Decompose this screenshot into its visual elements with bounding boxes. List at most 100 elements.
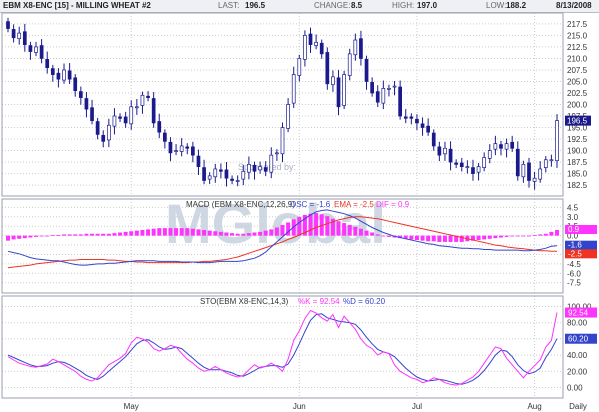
osc-bar: [78, 234, 83, 236]
osc-bar: [224, 232, 229, 236]
osc-bar: [168, 228, 173, 236]
candle-body: [73, 77, 78, 92]
osc-bar: [101, 233, 106, 236]
candle-body: [67, 70, 72, 80]
price-y-tick-label: 207.5: [567, 66, 588, 75]
price-y-tick-label: 202.5: [567, 89, 588, 98]
osc-bar: [314, 213, 319, 236]
candle-body: [471, 167, 475, 174]
osc-bar: [162, 228, 167, 236]
osc-bar: [84, 233, 89, 236]
osc-bar: [504, 235, 509, 237]
candle-body: [297, 58, 302, 76]
osc-bar: [45, 235, 50, 237]
candle-body: [157, 121, 162, 133]
osc-bar: [398, 235, 403, 239]
osc-bar: [482, 235, 487, 240]
candle-body: [510, 141, 515, 149]
candle-body: [375, 91, 380, 103]
candle-body: [487, 150, 492, 159]
candle-body: [409, 116, 414, 119]
osc-bar: [157, 228, 162, 236]
candle-body: [17, 32, 22, 39]
candle-body: [179, 145, 184, 152]
x-tick-label: Jun: [293, 402, 306, 411]
osc-bar: [123, 231, 128, 236]
candle-body: [426, 125, 431, 133]
osc-bar: [375, 234, 380, 236]
candle-body: [476, 166, 481, 173]
osc-bar: [543, 233, 548, 236]
osc-bar: [325, 216, 330, 236]
stoch-indicator-label: STO(EBM X8-ENC,14,3): [200, 297, 289, 306]
osc-bar: [56, 235, 61, 236]
panel-frame-sto: [1, 295, 564, 399]
osc-bar: [151, 228, 156, 236]
panel-frame-macd: [1, 198, 564, 294]
x-tick-label: Daily: [569, 402, 587, 411]
date-label: 8/13/2008: [556, 1, 592, 10]
last-label: LAST:: [218, 1, 240, 10]
stoch-value-box: [565, 307, 597, 318]
osc-bar: [386, 235, 391, 237]
candle-body: [174, 150, 178, 152]
macd-value-label: 0.9: [568, 225, 580, 234]
osc-bar: [34, 235, 39, 237]
candle-body: [230, 178, 234, 181]
last-price-box: [565, 115, 591, 126]
price-y-tick-label: 190.0: [567, 147, 588, 156]
osc-bar: [347, 224, 352, 236]
osc-bar: [437, 235, 442, 242]
osc-bar: [241, 233, 246, 236]
osc-bar: [498, 235, 503, 238]
osc-bar: [246, 233, 251, 236]
osc-bar: [218, 231, 223, 236]
candle-body: [527, 162, 531, 181]
osc-bar: [118, 232, 123, 236]
candle-body: [303, 35, 307, 60]
osc-bar: [62, 234, 67, 236]
macd-value-box: [565, 240, 597, 250]
candle-body: [247, 164, 251, 173]
candle-body: [146, 95, 150, 98]
candle-body: [168, 141, 173, 154]
osc-bar: [308, 213, 313, 236]
osc-bar: [454, 235, 459, 242]
osc-bar: [185, 228, 190, 236]
candle-body: [314, 41, 318, 46]
candle-body: [196, 155, 201, 168]
osc-bar: [230, 233, 235, 236]
osc-bar: [364, 230, 369, 236]
candle-body: [291, 74, 296, 104]
panel-frame-price: [1, 12, 564, 197]
osc-bar: [459, 235, 464, 242]
candle-body: [325, 52, 330, 85]
osc-bar: [179, 228, 184, 236]
candle-body: [106, 124, 111, 141]
candle-body: [398, 86, 402, 117]
candle-body: [437, 146, 442, 156]
osc-bar: [431, 235, 436, 242]
osc-bar: [202, 229, 207, 236]
osc-bar: [252, 232, 257, 236]
price-y-tick-label: 187.5: [567, 158, 588, 167]
osc-bar: [196, 229, 201, 236]
osc-bar: [532, 235, 537, 236]
osc-bar: [470, 235, 475, 241]
osc-bar: [134, 230, 139, 236]
candle-body: [56, 72, 61, 80]
osc-bar: [319, 214, 324, 236]
candle-body: [549, 159, 554, 162]
candle-body: [11, 29, 16, 39]
ema-line: [7, 216, 557, 269]
price-y-tick-label: 200.0: [567, 101, 588, 110]
last-value: 196.5: [245, 1, 266, 10]
osc-bar: [353, 226, 358, 236]
osc-bar: [426, 235, 431, 242]
osc-bar: [280, 224, 285, 236]
candle-body: [235, 180, 240, 182]
macd-value-box: [565, 224, 597, 234]
x-tick-label: Aug: [527, 402, 541, 411]
osc-bar: [336, 221, 341, 236]
osc-bar: [190, 228, 195, 236]
